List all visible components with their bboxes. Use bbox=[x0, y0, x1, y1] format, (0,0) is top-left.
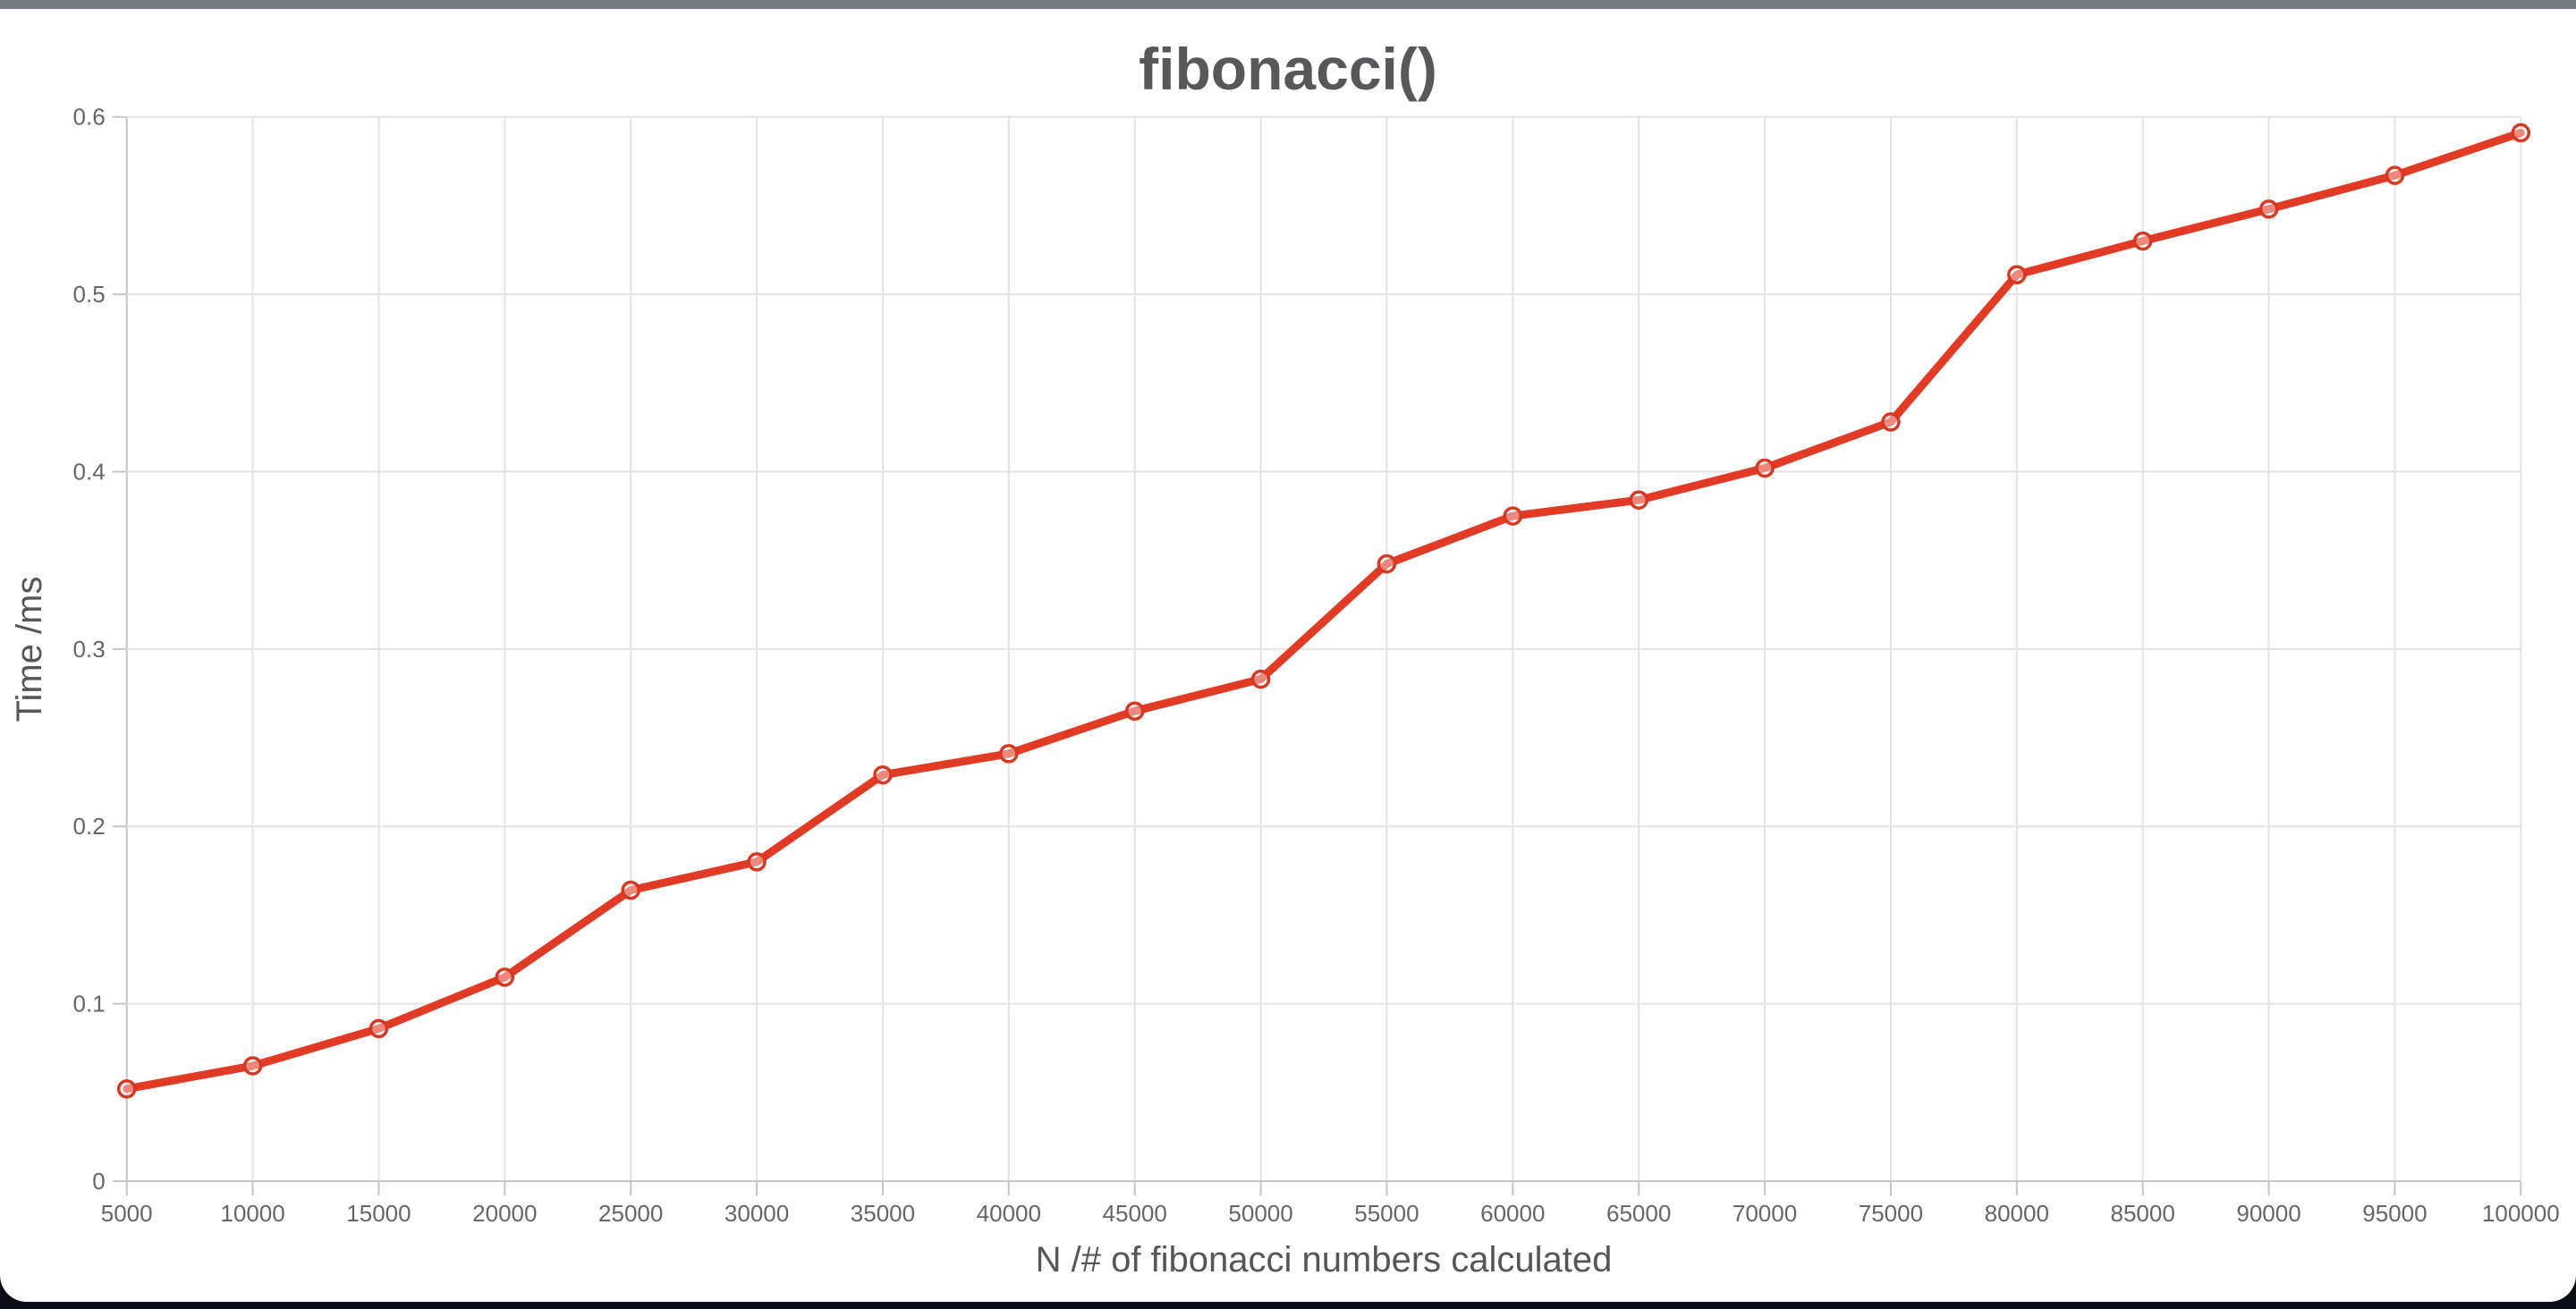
x-tick-label: 45000 bbox=[1103, 1200, 1167, 1227]
x-tick-label: 30000 bbox=[724, 1200, 789, 1227]
x-tick-label: 75000 bbox=[1859, 1200, 1923, 1227]
data-point-marker bbox=[873, 764, 893, 785]
data-point-marker bbox=[1755, 458, 1775, 478]
x-tick-label: 70000 bbox=[1733, 1200, 1797, 1227]
data-point-marker bbox=[747, 852, 767, 872]
y-tick-label: 0.5 bbox=[73, 281, 106, 308]
chart-tick-labels: 5000 10000 15000 20000 25000 30000 35000 40000 4… bbox=[73, 104, 2560, 1227]
x-tick-label: 5000 bbox=[101, 1200, 153, 1227]
data-point-marker bbox=[2385, 165, 2405, 185]
x-tick-label: 15000 bbox=[346, 1200, 411, 1227]
data-line bbox=[123, 129, 2525, 1094]
y-tick-label: 0 bbox=[92, 1168, 105, 1195]
x-tick-label: 60000 bbox=[1480, 1200, 1545, 1227]
y-tick-label: 0.3 bbox=[73, 636, 106, 663]
x-tick-label: 55000 bbox=[1354, 1200, 1419, 1227]
y-tick-label: 0.1 bbox=[73, 991, 106, 1018]
data-point-marker bbox=[1629, 490, 1648, 510]
data-point-marker bbox=[369, 1018, 389, 1039]
data-point-marker bbox=[1124, 701, 1145, 722]
data-point-marker bbox=[1250, 669, 1271, 689]
data-point-marker bbox=[495, 967, 515, 987]
chart-title: fibonacci() bbox=[1139, 36, 1437, 102]
x-tick-label: 80000 bbox=[1985, 1200, 2049, 1227]
x-tick-label: 65000 bbox=[1606, 1200, 1671, 1227]
chart-gridlines bbox=[112, 115, 2522, 1195]
y-tick-label: 0.2 bbox=[73, 813, 106, 840]
x-axis-title: N /# of fibonacci numbers calculated bbox=[1036, 1240, 1613, 1279]
x-tick-label: 35000 bbox=[851, 1200, 915, 1227]
data-point-marker bbox=[1503, 506, 1523, 526]
x-tick-label: 25000 bbox=[598, 1200, 663, 1227]
x-tick-label: 50000 bbox=[1228, 1200, 1292, 1227]
y-tick-label: 0.4 bbox=[73, 458, 106, 485]
chart-series bbox=[116, 122, 2531, 1099]
screen-top-edge bbox=[0, 0, 2576, 9]
y-axis-title: Time /ms bbox=[10, 577, 49, 722]
data-point-marker bbox=[1377, 553, 1397, 574]
y-tick-label: 0.6 bbox=[73, 104, 106, 131]
x-tick-label: 10000 bbox=[220, 1200, 284, 1227]
data-point-marker bbox=[2132, 231, 2153, 251]
data-point-marker bbox=[2511, 122, 2531, 143]
x-tick-label: 20000 bbox=[472, 1200, 537, 1227]
x-tick-label: 90000 bbox=[2236, 1200, 2301, 1227]
data-point-marker bbox=[2007, 265, 2027, 285]
data-point-marker bbox=[242, 1056, 263, 1076]
data-point-marker bbox=[2258, 199, 2279, 219]
x-tick-label: 85000 bbox=[2111, 1200, 2175, 1227]
data-point-marker bbox=[999, 744, 1019, 764]
x-tick-label: 95000 bbox=[2362, 1200, 2427, 1227]
x-tick-label: 100000 bbox=[2482, 1200, 2560, 1227]
data-point-marker bbox=[1881, 412, 1901, 432]
data-point-marker bbox=[116, 1079, 137, 1099]
x-tick-label: 40000 bbox=[977, 1200, 1041, 1227]
data-point-marker bbox=[621, 880, 640, 900]
